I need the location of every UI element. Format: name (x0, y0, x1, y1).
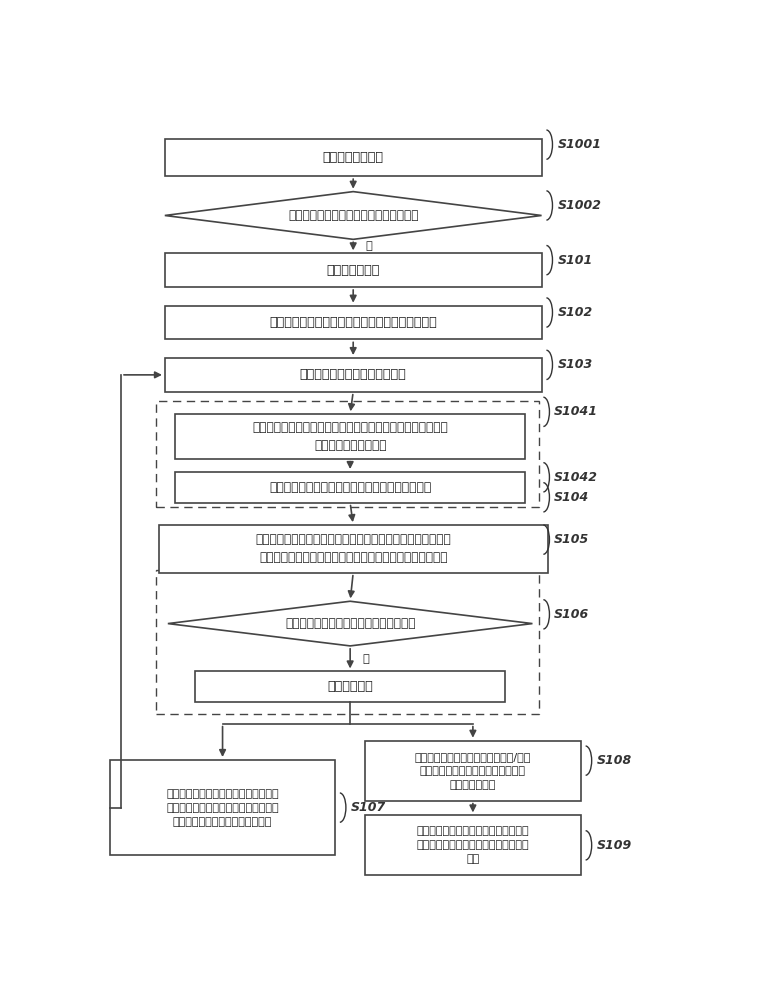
Text: 根据第一相位差获取目标相位差: 根据第一相位差获取目标相位差 (299, 368, 407, 381)
Text: S109: S109 (597, 839, 632, 852)
Text: S104: S104 (554, 491, 590, 504)
Bar (165, 139, 542, 176)
Bar (156, 570, 539, 714)
Bar (158, 525, 547, 573)
Bar (365, 741, 581, 801)
Polygon shape (168, 601, 532, 646)
Bar (165, 253, 542, 287)
Bar (165, 306, 542, 339)
Text: 判断当前清晰度值是否大于第一清晰度值: 判断当前清晰度值是否大于第一清晰度值 (285, 617, 416, 630)
Bar (110, 760, 335, 855)
Text: S105: S105 (554, 533, 590, 546)
Text: 在对焦次数达到第一设定阈值，和/或，
在第一位移量小于第二设定阈值时，
则确定完成对焦: 在对焦次数达到第一设定阈值，和/或， 在第一位移量小于第二设定阈值时， 则确定完… (415, 752, 531, 790)
Bar (195, 671, 505, 702)
Text: S1041: S1041 (554, 405, 598, 418)
Text: 驱动马达移动第一位移量，并获取移动后的当前图像帧对应的
当前相位差、当前清晰度值和表征马达位置的当前位置数据: 驱动马达移动第一位移量，并获取移动后的当前图像帧对应的 当前相位差、当前清晰度值… (256, 533, 451, 564)
Text: 是: 是 (362, 654, 369, 664)
Bar (365, 815, 581, 875)
Text: S101: S101 (557, 254, 593, 267)
Bar (156, 401, 539, 507)
Text: 记录对焦次数: 记录对焦次数 (327, 680, 373, 693)
Text: 获取对焦触发指令: 获取对焦触发指令 (323, 151, 383, 164)
Text: 根据每次移动马达后获取的当前位置数
据和当前相位差计算得到目标离焦转换
系数: 根据每次移动马达后获取的当前位置数 据和当前相位差计算得到目标离焦转换 系数 (416, 826, 529, 864)
Text: S107: S107 (350, 801, 386, 814)
Text: 采用预设函数根据初始位移量计算得到第一位移量: 采用预设函数根据初始位移量计算得到第一位移量 (269, 481, 431, 494)
Text: S102: S102 (557, 306, 593, 319)
Text: S1042: S1042 (554, 471, 598, 484)
Text: 计算目标相位差和预设离焦转换系数的乘积以得到摄像模组中
马达对应的初始位移量: 计算目标相位差和预设离焦转换系数的乘积以得到摄像模组中 马达对应的初始位移量 (252, 421, 448, 452)
Bar (176, 414, 524, 459)
Text: S103: S103 (557, 358, 593, 371)
Polygon shape (165, 192, 542, 239)
Text: S1001: S1001 (557, 138, 601, 151)
Bar (176, 472, 524, 503)
Text: S1002: S1002 (557, 199, 601, 212)
Text: 是: 是 (365, 241, 372, 251)
Text: S106: S106 (554, 608, 590, 621)
Text: 在对焦次数未达到第一设定阈值第一位
移量大于或者等于第二设定阈值时，根
据当前图像帧形成新的图像帧集合: 在对焦次数未达到第一设定阈值第一位 移量大于或者等于第二设定阈值时，根 据当前图… (166, 789, 279, 827)
Text: 获取图像帧集合: 获取图像帧集合 (326, 264, 380, 277)
Text: 判断当前清晰度值是否大于第一清晰度值: 判断当前清晰度值是否大于第一清晰度值 (288, 209, 419, 222)
Text: 获取目标图像帧对应的第一相位差和第一清晰度值: 获取目标图像帧对应的第一相位差和第一清晰度值 (270, 316, 437, 329)
Text: S108: S108 (597, 754, 632, 767)
Bar (165, 358, 542, 392)
